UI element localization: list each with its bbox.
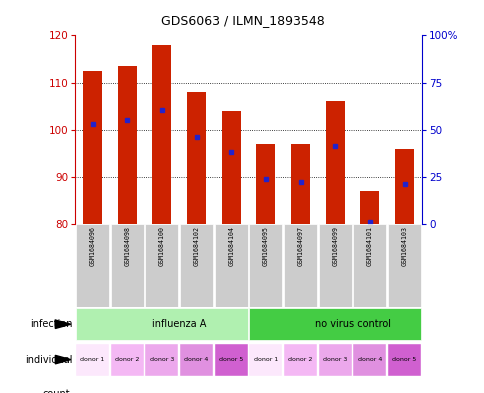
Bar bbox=[394, 149, 413, 224]
Text: GSM1684102: GSM1684102 bbox=[193, 226, 199, 266]
Text: donor 5: donor 5 bbox=[219, 357, 243, 362]
Polygon shape bbox=[55, 355, 71, 364]
Bar bbox=[353, 224, 386, 307]
Text: GSM1684095: GSM1684095 bbox=[262, 226, 268, 266]
Bar bbox=[387, 224, 420, 307]
Bar bbox=[110, 224, 143, 307]
Text: no virus control: no virus control bbox=[314, 319, 390, 329]
Text: donor 4: donor 4 bbox=[357, 357, 381, 362]
Bar bbox=[249, 308, 421, 340]
Text: GSM1684103: GSM1684103 bbox=[401, 226, 407, 266]
Text: count: count bbox=[42, 389, 70, 393]
Text: donor 1: donor 1 bbox=[80, 357, 105, 362]
Bar bbox=[221, 111, 240, 224]
Bar bbox=[110, 343, 143, 376]
Text: GSM1684099: GSM1684099 bbox=[332, 226, 337, 266]
Text: donor 3: donor 3 bbox=[150, 357, 174, 362]
Bar bbox=[152, 45, 171, 224]
Text: GSM1684096: GSM1684096 bbox=[90, 226, 95, 266]
Text: GSM1684097: GSM1684097 bbox=[297, 226, 303, 266]
Text: GSM1684098: GSM1684098 bbox=[124, 226, 130, 266]
Text: GSM1684101: GSM1684101 bbox=[366, 226, 372, 266]
Bar bbox=[83, 71, 102, 224]
Text: donor 1: donor 1 bbox=[253, 357, 277, 362]
Bar bbox=[256, 144, 275, 224]
Bar bbox=[180, 343, 212, 376]
Bar bbox=[284, 343, 317, 376]
Bar bbox=[325, 101, 344, 224]
Text: donor 5: donor 5 bbox=[392, 357, 416, 362]
Bar bbox=[76, 224, 109, 307]
Text: GSM1684104: GSM1684104 bbox=[228, 226, 234, 266]
Bar bbox=[145, 343, 178, 376]
Bar bbox=[187, 92, 206, 224]
Text: donor 4: donor 4 bbox=[184, 357, 208, 362]
Text: individual: individual bbox=[25, 354, 73, 365]
Text: donor 2: donor 2 bbox=[115, 357, 139, 362]
Polygon shape bbox=[55, 320, 71, 329]
Text: GDS6063 / ILMN_1893548: GDS6063 / ILMN_1893548 bbox=[160, 14, 324, 27]
Bar bbox=[290, 144, 309, 224]
Bar bbox=[214, 343, 247, 376]
Bar bbox=[180, 224, 212, 307]
Bar bbox=[318, 343, 351, 376]
Bar bbox=[284, 224, 317, 307]
Bar bbox=[387, 343, 420, 376]
Bar bbox=[76, 343, 109, 376]
Bar bbox=[249, 224, 282, 307]
Bar bbox=[76, 308, 247, 340]
Bar bbox=[249, 343, 282, 376]
Text: influenza A: influenza A bbox=[151, 319, 206, 329]
Bar bbox=[118, 66, 136, 224]
Text: donor 2: donor 2 bbox=[288, 357, 312, 362]
Bar bbox=[318, 224, 351, 307]
Bar bbox=[353, 343, 386, 376]
Text: infection: infection bbox=[30, 319, 73, 329]
Text: donor 3: donor 3 bbox=[322, 357, 347, 362]
Bar bbox=[145, 224, 178, 307]
Bar bbox=[214, 224, 247, 307]
Bar bbox=[360, 191, 378, 224]
Text: GSM1684100: GSM1684100 bbox=[159, 226, 165, 266]
